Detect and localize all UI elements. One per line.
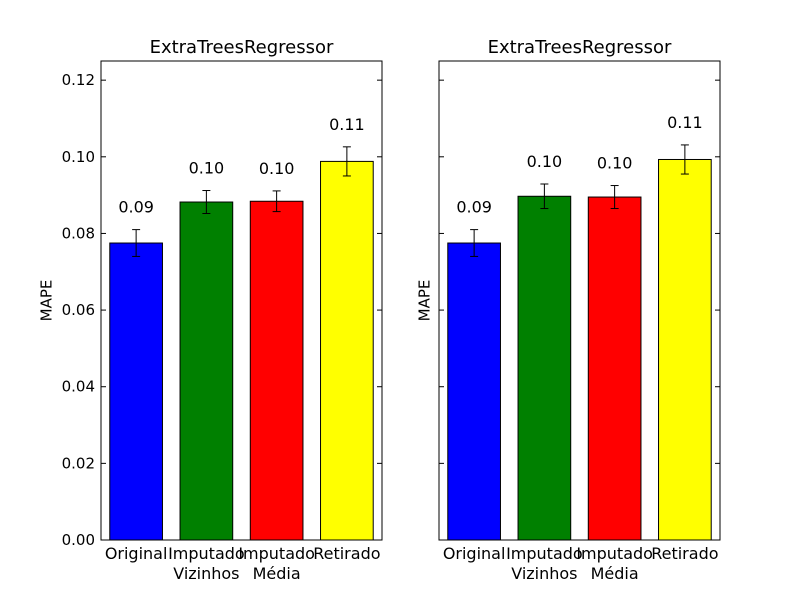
ytick-label: 0.02 [62, 454, 95, 472]
data-label: 0.09 [118, 198, 154, 217]
bar [587, 196, 642, 541]
data-label: 0.10 [189, 159, 225, 178]
chart-title: ExtraTreesRegressor [488, 37, 672, 58]
category-label: Imputado [238, 544, 315, 563]
ytick-label: 0.08 [62, 224, 95, 242]
data-label: 0.10 [527, 152, 563, 171]
category-label: Média [591, 564, 639, 583]
chart-title: ExtraTreesRegressor [150, 37, 334, 58]
bar [517, 195, 572, 541]
bar [249, 200, 304, 541]
y-axis-label: MAPE [416, 280, 434, 322]
bar [320, 160, 374, 541]
category-label: Original [443, 544, 506, 563]
category-label: Original [105, 544, 168, 563]
category-label: Retirado [313, 544, 380, 563]
axes-frame [100, 60, 383, 541]
data-label: 0.11 [329, 115, 365, 134]
data-label: 0.10 [597, 154, 633, 173]
ytick-label: 0.06 [62, 301, 95, 319]
category-label: Vizinhos [511, 564, 577, 583]
bar [658, 158, 712, 541]
ytick-label: 0.10 [62, 148, 95, 166]
ytick-label: 0.04 [62, 378, 95, 396]
bar [179, 201, 234, 541]
bar [109, 242, 163, 541]
category-label: Imputado [576, 544, 653, 563]
category-label: Imputado [168, 544, 245, 563]
category-label: Média [253, 564, 301, 583]
category-label: Retirado [651, 544, 718, 563]
ytick-label: 0.00 [62, 531, 95, 549]
category-label: Vizinhos [173, 564, 239, 583]
ytick-label: 0.12 [62, 71, 95, 89]
chart-panel-2: ExtraTreesRegressor MAPE 0.09 Original 0.10 I… [416, 37, 721, 583]
data-label: 0.11 [667, 113, 703, 132]
data-label: 0.10 [259, 159, 295, 178]
y-axis-label: MAPE [38, 280, 56, 322]
chart-panel-1: ExtraTreesRegressor 0.00 0.02 0.04 0.06 0.08 0… [38, 37, 383, 583]
bar [447, 242, 501, 541]
data-label: 0.09 [456, 198, 492, 217]
category-label: Imputado [506, 544, 583, 563]
axes-frame [438, 60, 721, 541]
